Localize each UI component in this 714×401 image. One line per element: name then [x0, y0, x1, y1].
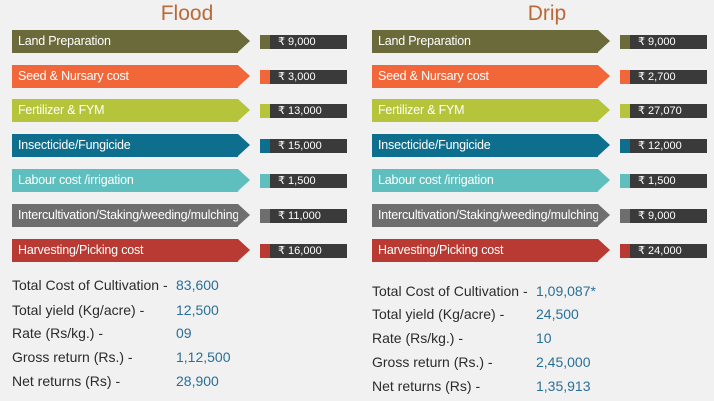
- row-arrow: [598, 204, 610, 226]
- summary-value: 28,900: [176, 373, 219, 389]
- row-value: ₹ 9,000: [630, 209, 707, 223]
- drip-row-labour: Labour cost /irrigation ₹ 1,500: [372, 169, 708, 192]
- drip-row-harvesting: Harvesting/Picking cost ₹ 24,000: [372, 239, 708, 262]
- row-swatch: [620, 35, 630, 49]
- flood-row-labour: Labour cost /irrigation ₹ 1,500: [12, 169, 348, 192]
- drip-row-insecticide: Insecticide/Fungicide ₹ 12,000: [372, 134, 708, 157]
- row-value: ₹ 24,000: [630, 244, 707, 258]
- flood-row-seed-nursary: Seed & Nursary cost ₹ 3,000: [12, 65, 348, 88]
- row-label: Insecticide/Fungicide: [12, 134, 238, 157]
- summary-value: 10: [536, 330, 552, 346]
- summary-key: Total yield (Kg/acre) -: [372, 306, 505, 322]
- row-arrow: [598, 169, 610, 191]
- row-label: Land Preparation: [372, 30, 598, 53]
- row-value: ₹ 13,000: [270, 104, 347, 118]
- summary-key: Rate (Rs/kg.) -: [372, 330, 464, 346]
- row-value: ₹ 16,000: [270, 244, 347, 258]
- summary-key: Gross return (Rs.) -: [12, 349, 133, 365]
- drip-panel: Drip Land Preparation ₹ 9,000 Seed & Nur…: [372, 0, 714, 401]
- summary-value: 83,600: [176, 277, 219, 293]
- row-swatch: [620, 104, 630, 118]
- row-arrow: [598, 134, 610, 156]
- row-arrow: [238, 169, 250, 191]
- row-label: Labour cost /irrigation: [372, 169, 598, 192]
- summary-value: 12,500: [176, 302, 219, 318]
- row-arrow: [238, 30, 250, 52]
- row-value: ₹ 9,000: [270, 35, 347, 49]
- flood-title: Flood: [160, 2, 214, 25]
- row-label: Fertilizer & FYM: [12, 99, 238, 122]
- row-swatch: [620, 70, 630, 84]
- summary-key: Rate (Rs/kg.) -: [12, 325, 104, 341]
- row-value: ₹ 15,000: [270, 139, 347, 153]
- drip-row-intercultivation: Intercultivation/Staking/weeding/mulchin…: [372, 204, 708, 227]
- row-swatch: [620, 139, 630, 153]
- row-label: Insecticide/Fungicide: [372, 134, 598, 157]
- row-swatch: [260, 209, 270, 223]
- summary-key: Net returns (Rs) -: [12, 373, 121, 389]
- flood-row-fertilizer: Fertilizer & FYM ₹ 13,000: [12, 99, 348, 122]
- row-arrow: [238, 239, 250, 261]
- row-arrow: [598, 65, 610, 87]
- row-arrow: [238, 204, 250, 226]
- row-label: Land Preparation: [12, 30, 238, 53]
- row-swatch: [260, 70, 270, 84]
- drip-title: Drip: [527, 2, 567, 25]
- row-label: Intercultivation/Staking/weeding/mulchin…: [12, 204, 239, 227]
- row-label: Seed & Nursary cost: [372, 65, 598, 88]
- summary-key: Gross return (Rs.) -: [372, 354, 493, 370]
- row-arrow: [598, 239, 610, 261]
- row-arrow: [238, 99, 250, 121]
- flood-row-land-preparation: Land Preparation ₹ 9,000: [12, 30, 348, 53]
- row-arrow: [598, 30, 610, 52]
- row-swatch: [260, 139, 270, 153]
- row-value: ₹ 1,500: [630, 174, 707, 188]
- flood-row-insecticide: Insecticide/Fungicide ₹ 15,000: [12, 134, 348, 157]
- row-value: ₹ 12,000: [630, 139, 707, 153]
- summary-value: 2,45,000: [536, 354, 591, 370]
- row-label: Intercultivation/Staking/weeding/mulchin…: [372, 204, 599, 227]
- row-value: ₹ 2,700: [630, 70, 707, 84]
- row-label: Seed & Nursary cost: [12, 65, 238, 88]
- row-swatch: [260, 104, 270, 118]
- row-value: ₹ 3,000: [270, 70, 347, 84]
- summary-value: 1,09,087*: [536, 283, 596, 299]
- drip-row-seed-nursary: Seed & Nursary cost ₹ 2,700: [372, 65, 708, 88]
- summary-value: 24,500: [536, 306, 579, 322]
- row-label: Harvesting/Picking cost: [372, 239, 598, 262]
- flood-row-harvesting: Harvesting/Picking cost ₹ 16,000: [12, 239, 348, 262]
- summary-value: 1,35,913: [536, 378, 591, 394]
- drip-row-land-preparation: Land Preparation ₹ 9,000: [372, 30, 708, 53]
- row-value: ₹ 11,000: [270, 209, 347, 223]
- row-swatch: [260, 244, 270, 258]
- row-arrow: [598, 99, 610, 121]
- row-label: Labour cost /irrigation: [12, 169, 238, 192]
- flood-panel: Flood Land Preparation ₹ 9,000 Seed & Nu…: [12, 0, 362, 401]
- row-label: Harvesting/Picking cost: [12, 239, 238, 262]
- summary-key: Total yield (Kg/acre) -: [12, 302, 145, 318]
- row-swatch: [620, 174, 630, 188]
- row-swatch: [620, 209, 630, 223]
- row-swatch: [260, 174, 270, 188]
- row-arrow: [238, 65, 250, 87]
- flood-row-intercultivation: Intercultivation/Staking/weeding/mulchin…: [12, 204, 348, 227]
- row-swatch: [260, 35, 270, 49]
- drip-row-fertilizer: Fertilizer & FYM ₹ 27,070: [372, 99, 708, 122]
- summary-key: Total Cost of Cultivation -: [12, 277, 168, 293]
- summary-key: Total Cost of Cultivation -: [372, 283, 528, 299]
- row-arrow: [238, 134, 250, 156]
- summary-value: 09: [176, 325, 192, 341]
- row-value: ₹ 1,500: [270, 174, 347, 188]
- summary-key: Net returns (Rs) -: [372, 378, 481, 394]
- row-label: Fertilizer & FYM: [372, 99, 598, 122]
- summary-value: 1,12,500: [176, 349, 231, 365]
- row-value: ₹ 9,000: [630, 35, 707, 49]
- row-value: ₹ 27,070: [630, 104, 707, 118]
- row-swatch: [620, 244, 630, 258]
